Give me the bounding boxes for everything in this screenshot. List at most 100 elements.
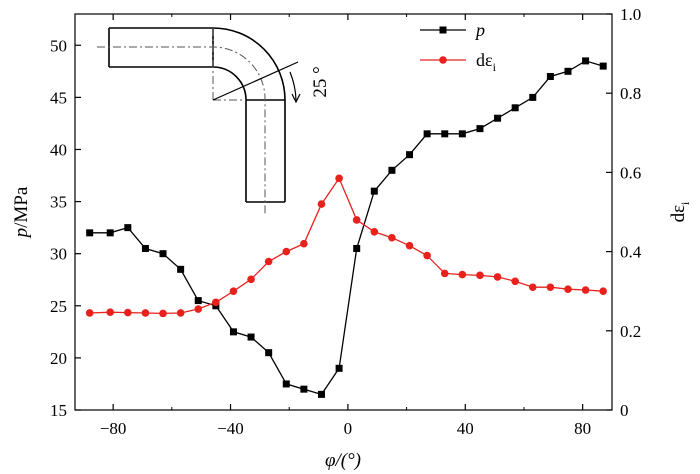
data-point-p — [106, 229, 114, 237]
data-point-depsilon — [528, 283, 537, 292]
x-axis-title: φ/(°) — [325, 450, 361, 471]
y-tick-label: 50 — [50, 36, 67, 55]
plot-frame — [74, 13, 613, 411]
inset-bent-tube-diagram: 25 ° — [97, 27, 331, 215]
data-point-depsilon — [229, 287, 238, 296]
data-point-p — [177, 265, 185, 273]
data-point-p — [546, 73, 554, 81]
x-tick-label: −40 — [217, 419, 244, 438]
legend-label-p: p — [474, 20, 485, 40]
data-point-p — [529, 93, 537, 101]
data-point-p — [265, 349, 273, 357]
data-point-depsilon — [300, 239, 308, 248]
data-point-depsilon — [212, 298, 220, 307]
data-point-depsilon — [388, 233, 396, 242]
data-point-p — [388, 166, 396, 174]
y2-tick-label: 0.2 — [620, 322, 641, 341]
data-point-depsilon — [194, 305, 203, 313]
data-point-p — [194, 297, 202, 305]
data-point-p — [370, 187, 378, 195]
y-axis-left: 15 20 25 30 35 40 45 50 — [50, 36, 81, 420]
data-point-p — [124, 224, 132, 232]
tube-horizontal-outline — [108, 27, 214, 68]
tube-vertical-outline — [245, 99, 286, 203]
data-point-depsilon — [106, 308, 115, 316]
tube-centerline — [97, 46, 266, 215]
section-line-25deg — [212, 61, 299, 101]
data-point-depsilon — [458, 270, 467, 279]
data-point-depsilon — [247, 275, 255, 284]
data-point-depsilon — [546, 283, 555, 292]
data-point-p — [86, 229, 94, 237]
data-point-depsilon — [317, 200, 326, 208]
data-point-depsilon — [335, 174, 343, 183]
data-point-p — [282, 380, 290, 388]
data-point-p — [141, 244, 149, 252]
data-point-depsilon — [581, 286, 590, 294]
legend-label-depsilon: dεi — [476, 50, 497, 74]
data-point-p — [458, 130, 466, 138]
data-point-p — [406, 151, 414, 159]
y-tick-label: 20 — [50, 349, 67, 368]
data-point-p — [247, 333, 255, 341]
y-axis-right: 0 0.2 0.4 0.6 0.8 1.0 — [606, 5, 642, 420]
data-point-depsilon — [493, 273, 502, 281]
tube-outer-arc — [212, 27, 286, 101]
data-point-depsilon — [282, 247, 291, 256]
y-tick-label: 35 — [50, 193, 67, 212]
data-point-p — [353, 244, 361, 252]
data-point-depsilon — [85, 309, 94, 317]
x-axis: −80 −40 0 40 80 — [100, 14, 591, 438]
series-line-depsilon — [89, 176, 604, 315]
y2-axis-title: dεi — [668, 201, 692, 222]
data-point-depsilon — [511, 277, 519, 286]
data-point-depsilon — [141, 309, 150, 317]
y2-tick-label: 0.4 — [620, 243, 642, 262]
data-point-depsilon — [370, 228, 379, 236]
y-axis-title-suffix: /MPa — [11, 186, 32, 228]
y2-tick-label: 0.8 — [620, 84, 641, 103]
y-tick-label: 45 — [50, 88, 67, 107]
legend-label-depsilon-main: dε — [476, 50, 493, 70]
data-point-depsilon — [124, 308, 132, 317]
data-point-p — [511, 104, 519, 112]
data-point-p — [476, 125, 484, 133]
y2-axis-title-sub: i — [678, 201, 692, 205]
data-point-depsilon — [564, 285, 572, 294]
x-tick-label: 0 — [344, 419, 353, 438]
data-point-depsilon — [352, 216, 361, 224]
angle-label: 25 ° — [310, 66, 331, 97]
x-tick-label: −80 — [100, 419, 127, 438]
legend-marker-depsilon — [439, 56, 447, 64]
y-tick-label: 25 — [50, 297, 67, 316]
data-point-p — [229, 328, 237, 336]
x-tick-label: 80 — [574, 419, 591, 438]
y2-tick-label: 0.6 — [620, 163, 641, 182]
data-point-p — [423, 130, 431, 138]
y2-tick-label: 1.0 — [620, 5, 641, 24]
legend: p dεi — [420, 20, 497, 74]
series-layer — [85, 57, 607, 398]
x-tick-label: 40 — [457, 419, 474, 438]
y-tick-label: 15 — [50, 401, 67, 420]
data-point-depsilon — [423, 251, 431, 260]
data-point-p — [494, 114, 502, 122]
data-point-depsilon — [405, 241, 414, 250]
data-point-p — [300, 385, 308, 393]
y2-tick-label: 0 — [620, 401, 629, 420]
data-point-depsilon — [264, 257, 273, 266]
data-point-p — [335, 364, 343, 372]
data-point-depsilon — [599, 287, 607, 296]
series-line-p — [89, 60, 604, 396]
data-point-p — [441, 130, 449, 138]
y-tick-label: 30 — [50, 245, 67, 264]
data-point-depsilon — [159, 309, 167, 318]
data-point-depsilon — [176, 309, 185, 317]
legend-label-depsilon-sub: i — [493, 60, 497, 74]
angle-arrowhead — [291, 93, 301, 104]
y-tick-label: 40 — [50, 140, 67, 159]
tube-inner-arc — [212, 66, 247, 101]
data-point-p — [159, 250, 167, 258]
data-point-p — [582, 57, 590, 65]
